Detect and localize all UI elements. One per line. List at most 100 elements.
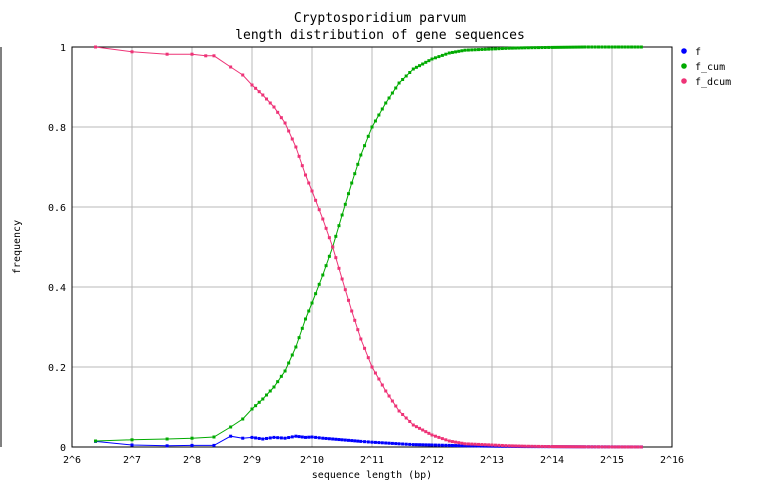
data-point xyxy=(268,101,272,105)
data-point xyxy=(408,71,412,74)
data-point xyxy=(565,445,569,449)
data-point xyxy=(257,400,261,404)
data-point xyxy=(470,48,474,52)
data-point xyxy=(257,436,261,440)
data-point xyxy=(559,445,563,449)
data-point xyxy=(633,445,637,449)
data-point xyxy=(507,46,511,50)
data-point xyxy=(514,444,518,448)
data-point xyxy=(411,67,415,71)
data-point xyxy=(427,59,431,63)
x-tick-label: 2^8 xyxy=(183,455,201,466)
data-point xyxy=(411,423,415,427)
data-point xyxy=(307,181,311,185)
data-point xyxy=(279,374,283,378)
data-point xyxy=(580,45,584,49)
data-point xyxy=(603,45,607,49)
data-point xyxy=(276,110,280,114)
data-point xyxy=(283,369,287,373)
data-point xyxy=(297,154,301,158)
data-point xyxy=(550,445,554,449)
data-point xyxy=(212,435,216,439)
legend-item-f-dcum: f_dcum xyxy=(681,77,731,88)
data-point xyxy=(297,336,301,340)
data-point xyxy=(617,445,621,449)
data-point xyxy=(370,365,374,369)
data-point xyxy=(444,52,448,56)
data-point xyxy=(493,443,497,447)
data-point xyxy=(414,425,418,429)
data-point xyxy=(537,46,541,50)
series-line xyxy=(95,46,642,448)
data-point xyxy=(487,443,491,447)
data-point xyxy=(454,440,458,444)
legend-marker-icon xyxy=(681,63,687,69)
data-point xyxy=(480,47,484,51)
data-point xyxy=(447,51,451,55)
data-point xyxy=(287,361,291,365)
data-point xyxy=(337,438,341,442)
data-point xyxy=(430,443,434,447)
data-point xyxy=(272,435,276,439)
data-point xyxy=(276,436,280,440)
data-point xyxy=(427,443,431,447)
data-point xyxy=(421,443,425,447)
data-point xyxy=(347,298,351,302)
data-point xyxy=(304,317,308,321)
data-point xyxy=(387,394,391,398)
data-point xyxy=(636,45,640,49)
data-point xyxy=(493,47,497,51)
data-point xyxy=(421,62,425,66)
data-point xyxy=(94,439,98,443)
x-tick-label: 2^9 xyxy=(243,455,261,466)
data-point xyxy=(571,445,575,449)
y-tick-label: 0.2 xyxy=(48,363,66,374)
data-point xyxy=(473,48,477,52)
data-point xyxy=(300,326,304,330)
data-point xyxy=(370,440,374,444)
data-point xyxy=(477,48,481,52)
data-point xyxy=(347,192,351,196)
data-point xyxy=(324,226,328,230)
data-point xyxy=(343,202,347,206)
data-point xyxy=(350,439,354,443)
legend-label: f xyxy=(695,47,701,58)
data-point xyxy=(394,404,398,408)
data-point xyxy=(421,428,425,432)
data-point xyxy=(290,353,294,357)
data-point xyxy=(440,53,444,57)
series-f-dcum xyxy=(94,45,643,449)
data-point xyxy=(317,436,321,440)
data-point xyxy=(610,445,614,449)
data-point xyxy=(580,445,584,449)
data-point xyxy=(450,50,454,54)
data-point xyxy=(370,125,374,129)
data-point xyxy=(384,441,388,445)
data-point xyxy=(310,301,314,305)
data-point xyxy=(466,442,470,446)
data-point xyxy=(510,444,514,448)
data-point xyxy=(547,445,551,449)
data-point xyxy=(520,46,524,50)
y-axis-label: frequency xyxy=(12,220,23,274)
data-point xyxy=(390,399,394,403)
data-point xyxy=(526,46,530,50)
data-point xyxy=(440,437,444,441)
data-point xyxy=(324,264,328,268)
data-point xyxy=(340,277,344,281)
data-point xyxy=(639,445,643,449)
data-point xyxy=(404,74,408,78)
data-point xyxy=(337,224,341,228)
data-point xyxy=(437,435,441,439)
data-point xyxy=(590,445,594,449)
data-point xyxy=(343,438,347,442)
data-point xyxy=(272,385,276,389)
data-point xyxy=(466,444,470,448)
data-point xyxy=(300,164,304,168)
data-point xyxy=(568,45,572,49)
data-point xyxy=(571,45,575,49)
chart-title-line: Cryptosporidium parvum xyxy=(294,11,466,26)
data-point xyxy=(600,445,604,449)
data-point xyxy=(268,389,272,393)
data-point xyxy=(404,442,408,446)
